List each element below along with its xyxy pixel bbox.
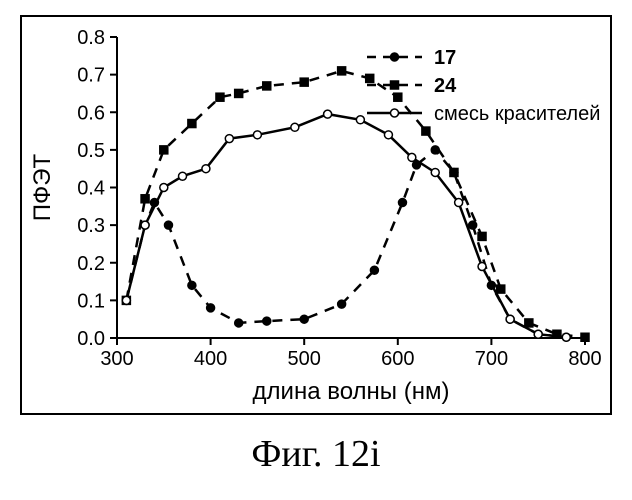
legend-label: смесь красителей — [434, 103, 600, 125]
y-tick-label: 0.7 — [77, 65, 105, 87]
series-marker — [562, 333, 570, 341]
series-marker — [525, 319, 533, 327]
series-marker — [394, 93, 402, 101]
x-tick-label: 300 — [100, 348, 133, 370]
series-marker — [253, 131, 261, 139]
y-axis-label: ПФЭТ — [29, 153, 56, 221]
y-tick-label: 0.0 — [77, 328, 105, 350]
series-marker — [398, 199, 406, 207]
series-marker — [506, 315, 514, 323]
series-line — [126, 150, 566, 337]
x-tick-label: 500 — [288, 348, 321, 370]
series-marker — [478, 263, 486, 271]
series-marker — [207, 304, 215, 312]
x-axis-label: длина волны (нм) — [253, 378, 450, 405]
series-marker — [431, 168, 439, 176]
figure-caption: Фиг. 12i — [0, 432, 632, 476]
series-marker — [141, 195, 149, 203]
series-marker — [338, 67, 346, 75]
series-marker — [202, 165, 210, 173]
series-marker — [324, 110, 332, 118]
series-marker — [235, 89, 243, 97]
series-marker — [141, 221, 149, 229]
series-marker — [408, 153, 416, 161]
series-marker — [160, 146, 168, 154]
series-marker — [160, 184, 168, 192]
series-marker — [300, 315, 308, 323]
series-marker — [478, 232, 486, 240]
legend-marker — [391, 81, 399, 89]
x-tick-label: 800 — [568, 348, 601, 370]
series-marker — [338, 300, 346, 308]
y-tick-label: 0.1 — [77, 290, 105, 312]
chart-svg: 300 400 500 600 700 800 0.0 0.1 0.2 0.3 0.4 0.5 0.6 0… — [22, 17, 610, 413]
legend-label: 24 — [434, 75, 457, 97]
series-marker — [384, 131, 392, 139]
legend-marker — [391, 53, 399, 61]
series-marker — [300, 78, 308, 86]
series-marker — [497, 285, 505, 293]
x-tick-label: 600 — [381, 348, 414, 370]
series-marker — [366, 74, 374, 82]
series-marker — [356, 116, 364, 124]
chart-panel: 300 400 500 600 700 800 0.0 0.1 0.2 0.3 0.4 0.5 0.6 0… — [20, 15, 612, 415]
series-marker — [422, 127, 430, 135]
y-tick-label: 0.3 — [77, 215, 105, 237]
legend-marker — [391, 109, 399, 117]
series-marker — [370, 266, 378, 274]
series-marker — [469, 221, 477, 229]
series-marker — [450, 168, 458, 176]
y-tick-label: 0.4 — [77, 178, 105, 200]
y-tick-label: 0.6 — [77, 102, 105, 124]
series-marker — [164, 221, 172, 229]
series-marker — [291, 123, 299, 131]
y-tick-label: 0.8 — [77, 27, 105, 49]
series-marker — [188, 281, 196, 289]
series-marker — [235, 319, 243, 327]
series-marker — [179, 172, 187, 180]
x-tick-label: 700 — [475, 348, 508, 370]
legend-label: 17 — [434, 47, 456, 69]
series-marker — [122, 296, 130, 304]
y-tick-label: 0.2 — [77, 253, 105, 275]
series-marker — [188, 120, 196, 128]
series-marker — [534, 330, 542, 338]
series-marker — [455, 199, 463, 207]
series-marker — [263, 82, 271, 90]
series-marker — [225, 135, 233, 143]
series-marker — [263, 317, 271, 325]
x-tick-label: 400 — [194, 348, 227, 370]
y-tick-label: 0.5 — [77, 140, 105, 162]
series-marker — [216, 93, 224, 101]
series-marker — [581, 333, 589, 341]
